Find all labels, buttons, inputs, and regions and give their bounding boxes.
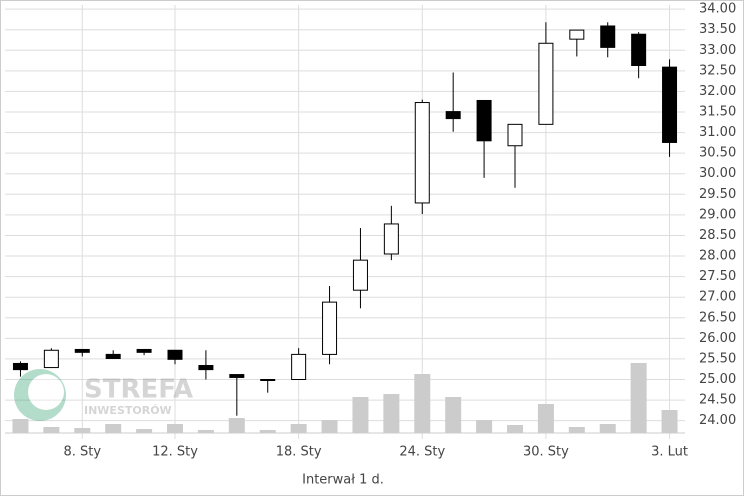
candle-body <box>291 353 307 380</box>
y-tick-label: 27.50 <box>699 269 736 284</box>
volume-bar <box>630 363 647 433</box>
y-tick-label: 31.50 <box>699 105 736 120</box>
candle-body <box>538 42 554 125</box>
volume-bar <box>105 424 122 433</box>
candle-body <box>136 348 152 353</box>
y-tick-label: 31.00 <box>699 125 736 140</box>
volume-bar <box>383 394 400 433</box>
x-tick-label: 8. Sty <box>63 445 101 460</box>
candle-body <box>383 223 399 255</box>
candle-body <box>167 349 183 360</box>
y-tick-label: 29.50 <box>699 187 736 202</box>
logo <box>14 369 66 421</box>
logo <box>28 374 64 410</box>
volume-bar <box>136 429 153 433</box>
y-tick-label: 26.00 <box>699 331 736 346</box>
volume-bar <box>12 419 29 433</box>
volume-bar <box>228 418 245 433</box>
candle-body <box>198 365 214 371</box>
volume-bar <box>414 374 431 433</box>
volume-bar <box>167 424 183 433</box>
volume-bar <box>476 420 493 433</box>
watermark-text: INWESTORÓW <box>84 404 172 417</box>
candle-body <box>414 102 430 204</box>
candle-body <box>229 374 245 378</box>
x-tick-label: 18. Sty <box>276 445 322 460</box>
y-tick-label: 28.50 <box>699 228 736 243</box>
x-axis-label: Interwał 1 d. <box>302 473 384 488</box>
x-tick-label: 12. Sty <box>152 445 198 460</box>
volume-bar <box>445 397 462 433</box>
candle-body <box>662 66 678 143</box>
candle-body <box>631 33 647 66</box>
y-tick-label: 27.00 <box>699 290 736 305</box>
volume-bar <box>507 425 523 433</box>
y-tick-label: 33.50 <box>699 22 736 37</box>
candle-body <box>322 301 338 355</box>
watermark-text: STREFA <box>84 375 193 405</box>
volume-bar <box>352 397 369 433</box>
volume-bar <box>321 420 338 433</box>
candle-body <box>600 25 616 48</box>
y-tick-label: 33.00 <box>699 43 736 58</box>
volume-bar <box>74 428 91 433</box>
y-tick-label: 29.00 <box>699 207 736 222</box>
candle-body <box>74 348 90 353</box>
volume-bar <box>661 410 678 433</box>
candle-body <box>352 259 368 291</box>
volume-bar <box>197 430 214 433</box>
y-tick-label: 25.50 <box>699 351 736 366</box>
y-tick-label: 30.50 <box>699 146 736 161</box>
watermark: STREFA INWESTORÓW <box>14 369 193 421</box>
candle-body <box>12 362 28 371</box>
candle-body <box>476 99 492 142</box>
candle-body <box>569 29 585 40</box>
candle-body <box>260 379 276 381</box>
y-tick-label: 26.50 <box>699 310 736 325</box>
candle-body <box>43 349 59 369</box>
volume-bar <box>259 430 276 433</box>
volume-bar <box>43 427 60 433</box>
volume-bar <box>537 404 554 433</box>
y-tick-label: 24.00 <box>699 413 736 428</box>
volume-bar <box>568 427 585 433</box>
x-tick-label: 24. Sty <box>399 445 445 460</box>
y-tick-label: 32.50 <box>699 63 736 78</box>
y-tick-label: 32.00 <box>699 84 736 99</box>
candle-body <box>507 123 523 147</box>
y-tick-label: 34.00 <box>699 2 736 17</box>
candle-body <box>105 353 121 360</box>
y-tick-label: 25.00 <box>699 372 736 387</box>
candle-body <box>445 111 461 120</box>
y-tick-label: 24.50 <box>699 393 736 408</box>
y-tick-label: 30.00 <box>699 166 736 181</box>
volume-bar <box>290 424 307 433</box>
y-tick-label: 28.00 <box>699 249 736 264</box>
x-tick-label: 3. Lut <box>651 445 688 460</box>
volume-bar <box>599 424 616 433</box>
x-tick-label: 30. Sty <box>523 445 569 460</box>
